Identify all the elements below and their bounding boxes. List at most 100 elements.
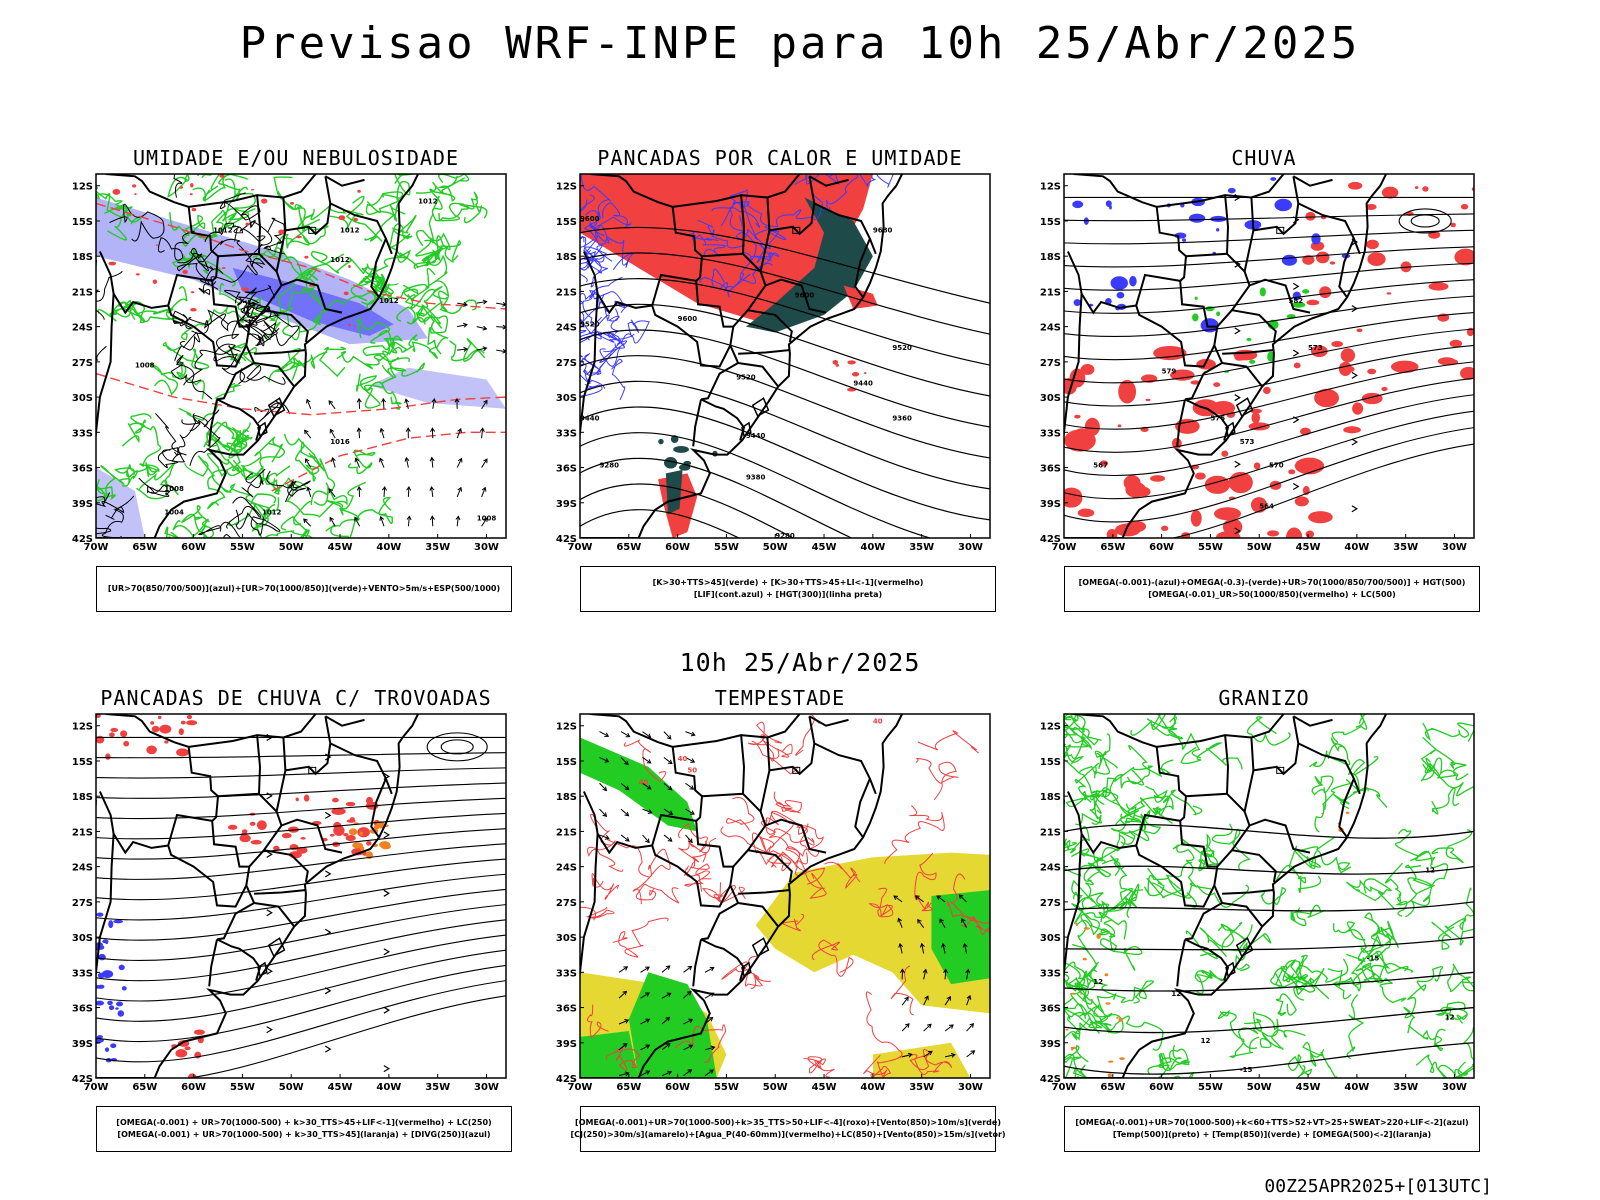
streamline bbox=[96, 949, 506, 1022]
wind-vector bbox=[599, 731, 609, 737]
legend-line: [K>30+TTS>45](verde) + [K>30+TTS>45+LI<-… bbox=[652, 578, 924, 587]
wind-vector bbox=[663, 757, 673, 764]
lifted-index-contour bbox=[696, 220, 746, 249]
contour-label: 40 bbox=[873, 717, 883, 725]
wind-vector bbox=[624, 1019, 630, 1024]
rain-red-area bbox=[1250, 497, 1268, 513]
rain-red-area bbox=[1428, 282, 1449, 291]
lat-tick-label: 33S bbox=[556, 968, 577, 979]
temp850-contour bbox=[1235, 933, 1272, 972]
humidity-low-contour bbox=[449, 338, 486, 362]
wind-vector bbox=[667, 785, 673, 791]
rain-red-area bbox=[1123, 475, 1141, 491]
lifted-index-contour bbox=[826, 174, 894, 211]
temp850-contour bbox=[1064, 1003, 1100, 1035]
country-border bbox=[854, 778, 871, 838]
humidity-low-contour bbox=[220, 483, 280, 513]
wind-vector bbox=[602, 786, 608, 792]
country-border bbox=[672, 714, 801, 748]
contour-label: 1012 bbox=[330, 256, 350, 264]
temp850-contour bbox=[1422, 722, 1474, 742]
wind-vector bbox=[927, 1050, 933, 1056]
temp850-contour bbox=[1422, 757, 1469, 781]
wind-vector bbox=[898, 942, 904, 948]
streamline-arrow bbox=[383, 1065, 391, 1073]
country-border bbox=[217, 195, 262, 258]
lifted-index-contour bbox=[580, 236, 597, 265]
temp850-contour bbox=[1288, 836, 1336, 875]
wind-vector bbox=[939, 918, 946, 928]
pressure-contour bbox=[172, 310, 210, 335]
contour-label: 12 bbox=[1425, 867, 1435, 875]
streamline-arrow bbox=[324, 870, 332, 878]
thunder-red-area bbox=[178, 728, 184, 736]
rain-blue-area bbox=[1116, 291, 1125, 299]
thickness-label-mark bbox=[112, 188, 121, 195]
pressure-contour bbox=[197, 221, 273, 271]
lon-tick-label: 65W bbox=[132, 1082, 157, 1093]
map-frame bbox=[579, 173, 991, 539]
lon-tick-label: 60W bbox=[665, 542, 690, 553]
country-border bbox=[651, 273, 732, 368]
streamline-850 bbox=[811, 939, 854, 977]
lon-tick-label: 35W bbox=[425, 542, 450, 553]
lon-tick-label: 30W bbox=[474, 542, 499, 553]
streamline bbox=[1064, 312, 1474, 361]
temp850-contour bbox=[1283, 954, 1349, 983]
streamline-850 bbox=[678, 837, 710, 892]
panel-granizo: GRANIZO 12 12 -15 12 -15 12 12 12S 15S 18S 21S 24S 2… bbox=[1040, 686, 1484, 1166]
lon-tick-label: 30W bbox=[1442, 1082, 1467, 1093]
contour-label: 570 bbox=[1269, 462, 1284, 470]
country-border bbox=[700, 398, 746, 441]
wind-vector bbox=[969, 1023, 975, 1028]
thunder-red-area bbox=[123, 740, 130, 747]
rain-red-area bbox=[1294, 496, 1309, 507]
wind-vector bbox=[668, 810, 674, 815]
humidity-low-contour bbox=[106, 206, 133, 241]
thunder-red-area bbox=[281, 832, 292, 839]
temp850-contour bbox=[1431, 787, 1460, 815]
wind-vector bbox=[688, 1044, 694, 1049]
lon-tick-label: 55W bbox=[1198, 542, 1223, 553]
temp850-contour bbox=[1064, 997, 1087, 1019]
legend-box: [K>30+TTS>45](verde) + [K>30+TTS>45+LI<-… bbox=[580, 566, 996, 612]
pressure-contour bbox=[219, 192, 266, 243]
country-border bbox=[1221, 902, 1263, 928]
coastline bbox=[580, 174, 903, 538]
wind-vector bbox=[687, 965, 693, 971]
streamline bbox=[96, 904, 506, 962]
divergence-blue-area bbox=[108, 1005, 115, 1011]
lat-tick-label: 15S bbox=[1040, 757, 1061, 768]
wind-vector bbox=[431, 516, 434, 527]
lat-tick-label: 18S bbox=[556, 792, 577, 803]
pressure-contour bbox=[204, 222, 244, 243]
omega-orange-area bbox=[1070, 1046, 1077, 1050]
lat-tick-label: 21S bbox=[1040, 287, 1061, 298]
rain-red-area bbox=[1145, 398, 1151, 402]
humidity-low-contour bbox=[365, 191, 406, 222]
streamline bbox=[96, 980, 506, 1063]
temp850-contour bbox=[1064, 743, 1085, 765]
streamline bbox=[1064, 361, 1474, 430]
height-contour bbox=[580, 432, 933, 538]
thunder-red-area bbox=[343, 832, 349, 837]
lifted-index-contour bbox=[729, 206, 761, 235]
country-border bbox=[1064, 293, 1083, 442]
humidity-low-contour bbox=[416, 306, 443, 329]
thunder-orange-area bbox=[379, 841, 391, 849]
page-title: Previsao WRF-INPE para 10h 25/Abr/2025 bbox=[239, 18, 1361, 69]
lon-tick-label: 70W bbox=[568, 542, 593, 553]
wind-vector bbox=[923, 995, 929, 1006]
pressure-contour bbox=[174, 332, 201, 361]
country-border bbox=[1221, 362, 1263, 388]
humidity-low-contour bbox=[264, 253, 345, 339]
country-border bbox=[808, 175, 849, 187]
wind-vector bbox=[383, 486, 386, 497]
streamline-850 bbox=[768, 828, 815, 865]
wind-vector bbox=[686, 990, 692, 996]
lifted-index-contour bbox=[711, 268, 751, 298]
rain-red-area bbox=[1381, 386, 1388, 392]
country-border bbox=[263, 309, 309, 343]
lat-tick-label: 33S bbox=[72, 968, 93, 979]
rain-blue-area bbox=[1105, 200, 1112, 207]
